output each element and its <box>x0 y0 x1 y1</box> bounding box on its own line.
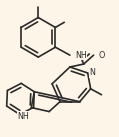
Text: NH: NH <box>75 51 87 60</box>
Text: NH: NH <box>18 112 29 121</box>
Text: O: O <box>99 51 105 60</box>
Text: N: N <box>90 68 96 77</box>
